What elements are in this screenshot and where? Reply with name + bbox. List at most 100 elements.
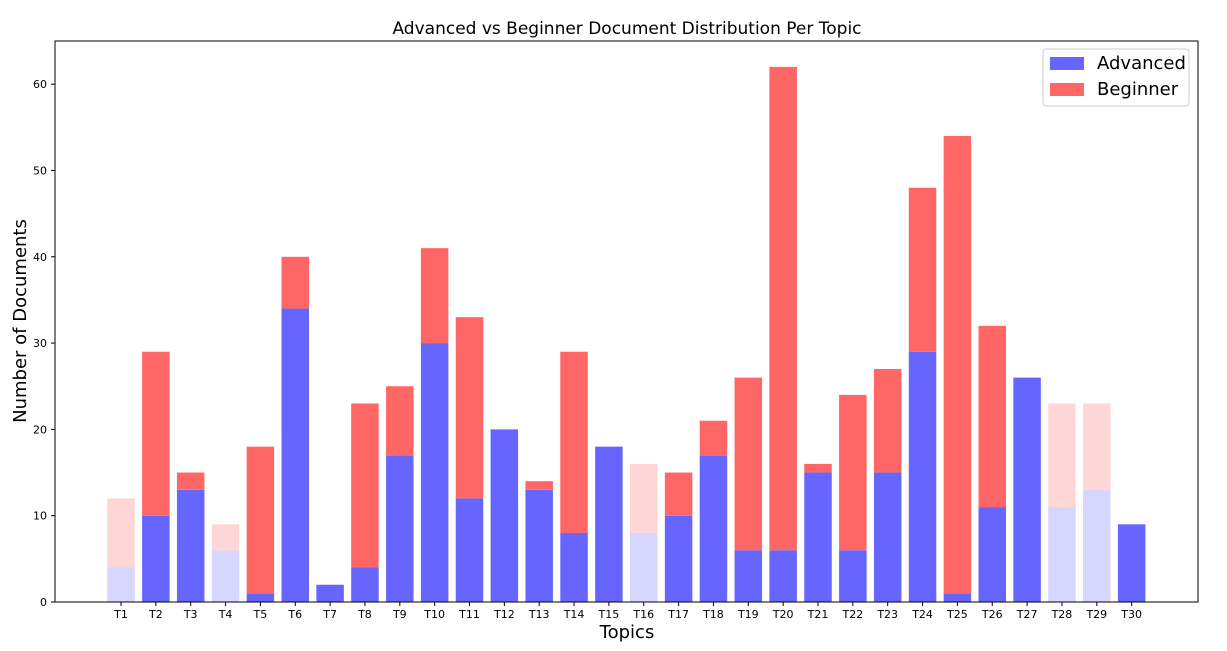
- bar-beginner-t14: [560, 351, 588, 533]
- bar-advanced-t1: [107, 567, 135, 602]
- bar-beginner-t16: [630, 463, 658, 533]
- bar-beginner-t9: [386, 386, 414, 456]
- x-tick-label-t6: T6: [287, 608, 302, 621]
- x-tick-label-t19: T19: [737, 608, 759, 621]
- x-tick-label-t4: T4: [218, 608, 233, 621]
- bar-beginner-t5: [246, 446, 275, 594]
- bar-advanced-t20: [769, 550, 797, 602]
- x-tick-label-t10: T10: [423, 608, 445, 621]
- bar-advanced-t18: [699, 455, 728, 602]
- bar-beginner-t19: [734, 377, 763, 551]
- bar-beginner-t11: [455, 317, 484, 499]
- bar-beginner-t24: [908, 187, 937, 352]
- bar-advanced-t6: [281, 308, 309, 602]
- x-tick-label-t5: T5: [253, 608, 268, 621]
- bar-advanced-t28: [1048, 507, 1076, 602]
- x-tick-label-t1: T1: [113, 608, 128, 621]
- y-tick-label-40: 40: [33, 251, 47, 264]
- x-tick-label-t29: T29: [1085, 608, 1107, 621]
- bar-advanced-t14: [560, 532, 588, 602]
- y-tick-label-10: 10: [33, 510, 47, 523]
- x-tick-label-t13: T13: [528, 608, 550, 621]
- bar-advanced-t4: [211, 550, 240, 602]
- bar-advanced-t15: [595, 446, 623, 602]
- legend-label-advanced: Advanced: [1097, 53, 1186, 74]
- y-tick-label-50: 50: [33, 164, 47, 177]
- x-tick-label-t22: T22: [841, 608, 863, 621]
- y-axis: 0 10 20 30 40 50 60: [33, 78, 55, 609]
- x-axis-label: Topics: [599, 622, 655, 643]
- bar-advanced-t30: [1117, 524, 1146, 602]
- bar-advanced-t12: [490, 429, 519, 602]
- x-tick-label-t2: T2: [148, 608, 163, 621]
- bar-advanced-t24: [908, 351, 937, 602]
- bar-advanced-t22: [839, 550, 867, 602]
- legend-swatch-advanced: [1050, 57, 1084, 70]
- y-tick-label-30: 30: [33, 337, 47, 350]
- bar-beginner-t8: [351, 403, 379, 568]
- plot-frame: [54, 40, 1199, 603]
- bar-beginner-t29: [1083, 403, 1111, 490]
- bar-advanced-t17: [664, 515, 693, 602]
- x-tick-label-t12: T12: [493, 608, 515, 621]
- bar-advanced-t26: [978, 507, 1006, 602]
- bar-beginner-t4: [211, 524, 240, 551]
- bar-beginner-t23: [873, 368, 902, 473]
- bar-advanced-t19: [734, 550, 763, 602]
- bar-advanced-t27: [1013, 377, 1041, 602]
- bar-beginner-t20: [769, 66, 797, 551]
- x-tick-label-t27: T27: [1016, 608, 1038, 621]
- y-axis-label: Number of Documents: [10, 219, 31, 423]
- x-axis: T1 T2 T3 T4 T5 T6 T7 T8 T9 T10 T11 T12 T13 T14 T15 T16 T…: [113, 602, 1142, 621]
- x-tick-label-t24: T24: [911, 608, 933, 621]
- x-tick-label-t8: T8: [357, 608, 372, 621]
- bar-advanced-t16: [630, 532, 658, 602]
- x-tick-label-t30: T30: [1120, 608, 1142, 621]
- bar-beginner-t21: [804, 463, 832, 473]
- bar-beginner-t18: [699, 420, 728, 456]
- bar-beginner-t2: [142, 351, 170, 516]
- bar-advanced-t25: [943, 593, 972, 602]
- bar-advanced-t10: [420, 343, 449, 602]
- bar-beginner-t22: [839, 394, 867, 551]
- x-tick-label-t7: T7: [322, 608, 337, 621]
- x-tick-label-t14: T14: [563, 608, 585, 621]
- bar-advanced-t29: [1083, 489, 1111, 602]
- x-tick-label-t15: T15: [598, 608, 620, 621]
- bar-beginner-t26: [978, 325, 1006, 508]
- legend-label-beginner: Beginner: [1097, 79, 1179, 100]
- bar-beginner-t1: [107, 498, 135, 568]
- bar-advanced-t11: [455, 498, 484, 602]
- x-tick-label-t28: T28: [1051, 608, 1073, 621]
- x-tick-label-t9: T9: [392, 608, 407, 621]
- x-tick-label-t26: T26: [981, 608, 1003, 621]
- x-tick-label-t11: T11: [458, 608, 480, 621]
- x-tick-label-t20: T20: [772, 608, 794, 621]
- chart-title: Advanced vs Beginner Document Distributi…: [392, 19, 861, 39]
- y-tick-label-0: 0: [40, 596, 47, 609]
- bar-advanced-t9: [386, 455, 414, 602]
- legend-swatch-beginner: [1050, 83, 1084, 96]
- bar-advanced-t3: [176, 489, 205, 602]
- bar-advanced-t7: [316, 584, 344, 602]
- bar-beginner-t3: [176, 472, 205, 490]
- bar-advanced-t8: [351, 567, 379, 602]
- x-tick-label-t21: T21: [807, 608, 829, 621]
- x-tick-label-t3: T3: [183, 608, 198, 621]
- x-tick-label-t17: T17: [667, 608, 689, 621]
- bar-advanced-t5: [246, 593, 275, 602]
- y-tick-label-20: 20: [33, 423, 47, 436]
- bar-advanced-t23: [873, 472, 902, 602]
- bar-beginner-t13: [525, 481, 553, 490]
- x-tick-label-t25: T25: [946, 608, 968, 621]
- legend: Advanced Beginner: [1042, 48, 1190, 107]
- y-tick-label-60: 60: [33, 78, 47, 91]
- bar-beginner-t25: [943, 135, 972, 594]
- bar-advanced-t2: [142, 515, 170, 602]
- bar-beginner-t17: [664, 472, 693, 516]
- x-tick-label-t18: T18: [702, 608, 724, 621]
- plot-area: [107, 66, 1146, 602]
- bar-advanced-t21: [804, 472, 832, 602]
- bar-beginner-t6: [281, 256, 309, 309]
